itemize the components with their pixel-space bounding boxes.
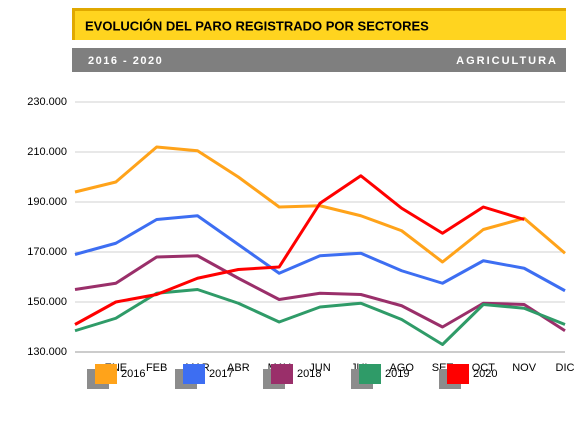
subtitle-bar [72, 48, 566, 72]
legend-label: 2019 [385, 368, 409, 380]
legend-swatch [359, 364, 381, 384]
sector: AGRICULTURA [456, 55, 558, 67]
series-line [74, 174, 525, 326]
y-tick-label: 230.000 [27, 96, 67, 108]
y-tick-label: 190.000 [27, 196, 67, 208]
x-tick-label: ABR [227, 362, 250, 374]
legend-swatch [183, 364, 205, 384]
x-tick-label: OCT [472, 362, 496, 374]
legend-label: 2016 [121, 368, 145, 380]
series-line [74, 214, 566, 293]
title-banner [75, 11, 566, 40]
y-tick-label: 130.000 [27, 346, 67, 358]
legend-swatch [271, 364, 293, 384]
x-tick-label: DIC [556, 362, 575, 374]
legend-label: 2020 [473, 368, 497, 380]
legend-swatch [95, 364, 117, 384]
y-tick-label: 150.000 [27, 296, 67, 308]
y-tick-label: 170.000 [27, 246, 67, 258]
x-tick-label: JUN [309, 362, 330, 374]
y-tick-label: 210.000 [27, 146, 67, 158]
legend-label: 2017 [209, 368, 233, 380]
legend-label: 2018 [297, 368, 321, 380]
title: EVOLUCIÓN DEL PARO REGISTRADO POR SECTOR… [85, 18, 429, 33]
series-line [74, 254, 566, 333]
x-tick-label: AGO [389, 362, 414, 374]
period: 2016 - 2020 [88, 55, 163, 67]
series-line [74, 288, 566, 346]
x-tick-label: FEB [146, 362, 167, 374]
legend-swatch [447, 364, 469, 384]
x-tick-label: NOV [512, 362, 537, 374]
